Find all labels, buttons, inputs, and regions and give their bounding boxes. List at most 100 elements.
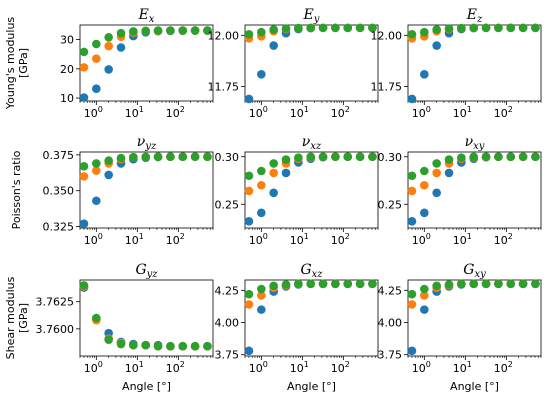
subplot-title-subscript: xy <box>474 269 486 280</box>
data-point-green <box>281 155 291 164</box>
data-point-green <box>294 279 303 289</box>
subplot-title-subscript: yz <box>146 269 159 280</box>
data-point-green <box>368 152 377 162</box>
data-point-blue <box>420 305 429 314</box>
y-tick-label: 4.25 <box>215 284 240 297</box>
data-point-green <box>306 279 316 289</box>
x-tick-exponent: 2 <box>180 232 185 241</box>
y-tick-label: 4.25 <box>378 284 403 297</box>
data-point-blue <box>407 346 417 356</box>
data-point-green <box>153 26 163 35</box>
data-point-green <box>190 341 200 351</box>
row-label: Shear modulus <box>4 276 17 359</box>
data-point-green <box>257 284 266 294</box>
data-point-green <box>506 152 516 162</box>
y-tick-label: 0.325 <box>43 221 75 234</box>
data-point-green <box>190 26 200 35</box>
subplot-title: Ez <box>466 7 483 25</box>
data-point-green <box>257 166 266 176</box>
data-point-green <box>494 152 503 162</box>
y-tick-label: 3.75 <box>215 349 240 362</box>
data-point-green <box>116 28 126 38</box>
x-tick-exponent: 1 <box>139 232 144 241</box>
x-tick-exponent: 2 <box>180 105 185 114</box>
x-tick-label: 101 <box>125 105 144 120</box>
axes-frame <box>407 279 542 357</box>
y-tick-label: 3.7625 <box>36 296 75 309</box>
axes-frame <box>79 279 214 357</box>
x-axis-label: Angle [°] <box>122 380 171 393</box>
data-point-orange <box>92 54 101 63</box>
data-point-orange <box>244 186 254 196</box>
data-point-green <box>141 340 151 350</box>
data-point-green <box>444 24 454 33</box>
data-point-green <box>178 341 188 351</box>
y-tick-label: 0.30 <box>215 151 240 164</box>
y-tick-label: 4.00 <box>378 317 403 330</box>
y-tick-label: 12.00 <box>371 29 403 42</box>
x-tick-label: 102 <box>494 232 513 247</box>
data-point-green <box>506 279 516 289</box>
subplot-title: νxy <box>465 134 485 152</box>
data-point-green <box>92 313 101 323</box>
x-tick-label: 101 <box>125 360 144 375</box>
data-point-green <box>355 279 365 289</box>
data-point-orange <box>79 63 89 72</box>
x-tick-label: 101 <box>290 105 309 120</box>
data-point-green <box>407 289 417 299</box>
data-point-green <box>481 23 491 33</box>
subplot-title-subscript: x <box>149 14 155 25</box>
x-tick-exponent: 0 <box>98 105 103 114</box>
data-point-green <box>494 23 503 33</box>
subplot-title: Gyz <box>135 262 158 280</box>
data-point-blue <box>244 94 254 104</box>
axes-frame <box>79 24 214 102</box>
data-point-green <box>281 280 291 289</box>
data-point-green <box>318 152 328 162</box>
x-tick-exponent: 1 <box>304 360 309 369</box>
data-point-green <box>506 23 516 33</box>
data-point-green <box>444 155 454 164</box>
x-tick-exponent: 2 <box>180 360 185 369</box>
data-point-orange <box>79 172 89 181</box>
y-tick-label: 11.75 <box>208 81 240 94</box>
data-point-blue <box>104 170 113 180</box>
x-tick-exponent: 2 <box>345 232 350 241</box>
data-point-green <box>244 171 254 181</box>
row-label: Poisson's ratio <box>10 150 23 229</box>
data-point-orange <box>432 168 441 178</box>
data-point-orange <box>92 166 101 175</box>
data-point-orange <box>257 291 266 300</box>
x-tick-exponent: 0 <box>263 105 268 114</box>
x-tick-exponent: 0 <box>98 232 103 241</box>
x-tick-label: 102 <box>331 105 350 120</box>
x-tick-label: 101 <box>125 232 144 247</box>
data-point-green <box>469 23 479 33</box>
y-tick-label: 4.00 <box>215 317 240 330</box>
x-tick-exponent: 0 <box>426 360 431 369</box>
data-point-green <box>166 26 175 35</box>
x-tick-exponent: 2 <box>345 105 350 114</box>
data-point-green <box>178 26 188 35</box>
data-point-green <box>432 281 441 291</box>
x-tick-exponent: 2 <box>508 360 513 369</box>
data-point-green <box>203 26 212 35</box>
data-point-green <box>331 23 340 33</box>
y-tick-label: 10 <box>60 92 74 105</box>
x-tick-label: 102 <box>331 360 350 375</box>
data-point-green <box>166 341 175 351</box>
data-point-orange <box>104 41 113 51</box>
data-point-green <box>244 289 254 299</box>
y-tick-label: 11.75 <box>371 81 403 94</box>
data-point-blue <box>269 188 278 198</box>
data-point-green <box>203 152 212 162</box>
x-tick-label: 100 <box>412 360 431 375</box>
x-tick-exponent: 1 <box>139 105 144 114</box>
data-point-green <box>92 39 101 49</box>
y-tick-label: 0.30 <box>378 151 403 164</box>
data-point-green <box>368 279 377 289</box>
